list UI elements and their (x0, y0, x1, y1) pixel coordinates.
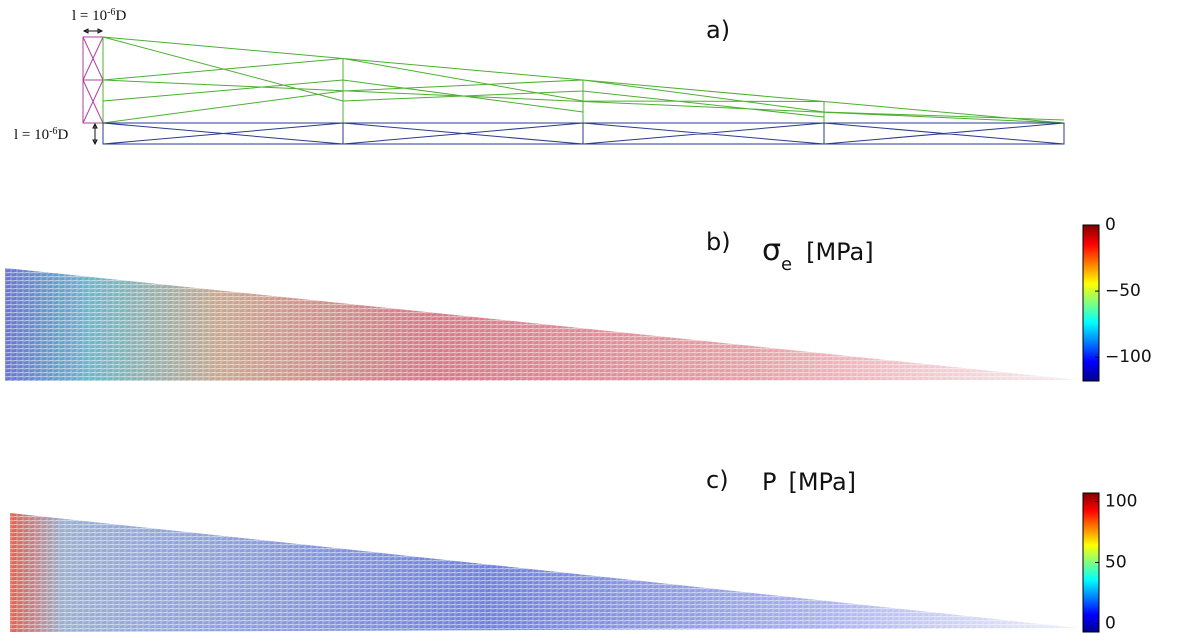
mesh-a (82, 28, 1065, 146)
mesh-texture (10, 513, 1078, 632)
colorbar-tick-label: −100 (1105, 347, 1152, 367)
dimension-label: l = 10-6D (72, 7, 126, 24)
panel-title: σe [MPa] (762, 233, 874, 275)
panel-label: b) (706, 228, 731, 256)
colorbar-tick-label: 100 (1105, 492, 1137, 512)
dimension-label: l = 10-6D (14, 126, 68, 143)
colorbar-tick-label: 50 (1105, 553, 1127, 573)
colorbar-tick-label: 0 (1105, 613, 1116, 633)
colorbar-tick-label: 0 (1105, 215, 1116, 235)
panel-label: a) (706, 16, 730, 44)
colorbar-tick-label: −50 (1105, 281, 1141, 301)
colorbar (1082, 224, 1100, 382)
panel-label: c) (706, 466, 729, 494)
panel-title: P [MPa] (762, 468, 856, 496)
mesh-texture (5, 268, 1078, 381)
